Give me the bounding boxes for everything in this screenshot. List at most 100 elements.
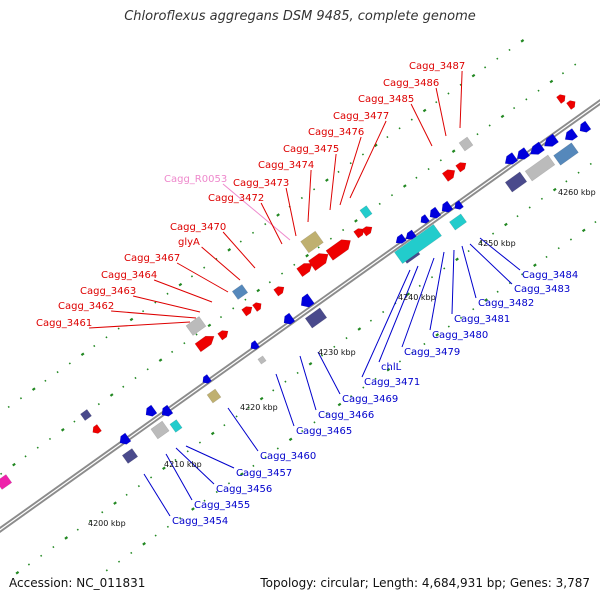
gene-feature[interactable] — [427, 206, 442, 221]
gene-feature[interactable] — [200, 374, 212, 385]
scale-tick — [142, 542, 146, 546]
gene-feature[interactable] — [404, 229, 417, 242]
gene-feature[interactable] — [159, 404, 174, 419]
gene-label[interactable]: Cagg_3461 — [36, 318, 92, 329]
scale-tick — [406, 292, 411, 296]
gene-feature[interactable] — [231, 284, 249, 300]
gene-label[interactable]: Cagg_3485 — [358, 94, 414, 105]
gene-feature[interactable] — [566, 98, 577, 110]
gene-label[interactable]: Cagg_3472 — [208, 193, 264, 204]
gene-feature[interactable] — [169, 419, 183, 433]
gene-label[interactable]: Cagg_3473 — [233, 178, 289, 189]
gene-feature[interactable] — [562, 128, 579, 143]
gene-feature[interactable] — [273, 284, 287, 297]
scale-tick — [276, 447, 279, 450]
gene-label[interactable]: Cagg_3471 — [364, 377, 420, 388]
scale-tick — [398, 127, 401, 130]
gene-feature[interactable] — [577, 120, 592, 135]
gene-feature[interactable] — [296, 259, 316, 278]
gene-feature[interactable] — [194, 332, 217, 353]
gene-feature[interactable] — [452, 200, 464, 211]
gene-label[interactable]: Cagg_R0053 — [164, 174, 227, 185]
gene-feature[interactable] — [394, 224, 442, 264]
gene-feature[interactable] — [418, 214, 430, 225]
gene-feature[interactable] — [458, 136, 474, 152]
gene-label[interactable]: Cagg_3486 — [383, 78, 439, 89]
scale-tick — [349, 162, 352, 165]
gene-feature[interactable] — [504, 171, 528, 193]
gene-label[interactable]: Cagg_3479 — [404, 347, 460, 358]
gene-feature[interactable] — [241, 304, 255, 317]
gene-label[interactable]: Cagg_3487 — [409, 61, 465, 72]
gene-label[interactable]: Cagg_3465 — [296, 426, 352, 437]
gene-label[interactable]: Cagg_3477 — [333, 111, 389, 122]
scale-tick — [390, 194, 394, 197]
gene-feature[interactable] — [185, 316, 207, 336]
gene-label[interactable]: glyA — [178, 237, 200, 248]
gene-feature[interactable] — [252, 300, 263, 312]
gene-feature[interactable] — [502, 152, 519, 167]
gene-label[interactable]: Cagg_3456 — [216, 484, 272, 495]
scale-tick — [342, 228, 345, 232]
gene-feature[interactable] — [257, 355, 267, 365]
gene-feature[interactable] — [439, 200, 454, 215]
gene-feature[interactable] — [441, 166, 458, 182]
gene-label[interactable]: chlL — [381, 362, 402, 373]
gene-feature[interactable] — [217, 328, 231, 341]
gene-feature[interactable] — [527, 141, 545, 158]
gene-label[interactable]: Cagg_3457 — [236, 468, 292, 479]
scale-tick — [374, 377, 377, 380]
gene-label[interactable]: Cagg_3484 — [522, 270, 578, 281]
gene-feature[interactable] — [150, 420, 170, 440]
gene-label[interactable]: Cagg_3464 — [101, 270, 157, 281]
gene-feature[interactable] — [298, 293, 315, 311]
scale-tick — [345, 337, 348, 340]
gene-feature[interactable] — [361, 224, 375, 237]
gene-label[interactable]: Cagg_3481 — [454, 314, 510, 325]
gene-feature[interactable] — [556, 92, 567, 104]
gene-label[interactable]: Cagg_3476 — [308, 127, 364, 138]
gene-label[interactable]: Cagg_3455 — [194, 500, 250, 511]
scale-tick — [125, 493, 128, 496]
gene-feature[interactable] — [143, 404, 158, 419]
gene-label[interactable]: Cagg_3466 — [318, 410, 374, 421]
gene-label[interactable]: Cagg_3480 — [432, 330, 488, 341]
scale-tick — [52, 545, 55, 549]
gene-feature[interactable] — [553, 142, 579, 166]
gene-feature[interactable] — [80, 409, 92, 421]
gene-label[interactable]: Cagg_3460 — [260, 451, 316, 462]
gene-feature[interactable] — [281, 312, 296, 327]
gene-feature[interactable] — [394, 233, 407, 246]
gene-label[interactable]: Cagg_3470 — [170, 222, 226, 233]
gene-feature[interactable] — [206, 388, 222, 404]
gene-feature[interactable] — [449, 213, 467, 231]
gene-feature[interactable] — [300, 230, 324, 254]
gene-label[interactable]: Cagg_3482 — [478, 298, 534, 309]
scale-tick — [589, 162, 592, 166]
scale-tick — [484, 66, 487, 69]
gene-feature[interactable] — [359, 205, 373, 219]
gene-label[interactable]: Cagg_3483 — [514, 284, 570, 295]
gene-label[interactable]: Cagg_3474 — [258, 160, 314, 171]
gene-label[interactable]: Cagg_3463 — [80, 286, 136, 297]
gene-feature[interactable] — [248, 340, 260, 351]
scale-tick — [264, 223, 267, 226]
gene-feature[interactable] — [117, 432, 132, 447]
gene-feature[interactable] — [121, 448, 139, 464]
gene-feature[interactable] — [90, 424, 102, 435]
gene-label[interactable]: Cagg_3462 — [58, 301, 114, 312]
gene-feature[interactable] — [541, 133, 559, 150]
gene-feature[interactable] — [514, 147, 531, 162]
gene-feature[interactable] — [0, 474, 13, 490]
gene-feature[interactable] — [304, 307, 328, 329]
gene-label[interactable]: Cagg_3469 — [342, 394, 398, 405]
gene-feature[interactable] — [455, 160, 469, 173]
gene-label[interactable]: Cagg_3454 — [172, 516, 228, 527]
gene-feature[interactable] — [325, 236, 354, 261]
gene-feature[interactable] — [524, 154, 556, 182]
gene-label[interactable]: Cagg_3475 — [283, 144, 339, 155]
gene-label[interactable]: Cagg_3467 — [124, 253, 180, 264]
gene-feature[interactable] — [308, 249, 331, 272]
scale-tick — [186, 450, 189, 453]
